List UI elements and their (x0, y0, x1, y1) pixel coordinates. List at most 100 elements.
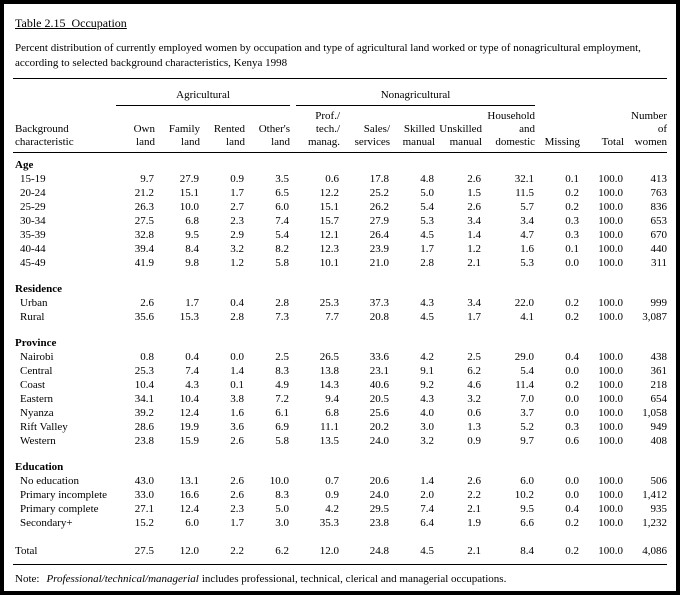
cell-value: 3.2 (420, 434, 435, 447)
cell-value: 9.5 (520, 502, 535, 515)
cell-value: 12.4 (179, 502, 199, 515)
row-label: 15-19 (20, 172, 46, 185)
note-text: includes professional, technical, cleric… (201, 572, 507, 585)
table-row: Central 25.3 7.4 1.4 8.3 13.8 23.1 9.1 6.2 5.4 0.0… (13, 364, 667, 378)
cell-value: 1.4 (420, 474, 435, 487)
cell-value: 13.1 (179, 474, 199, 487)
cell-value: 5.0 (275, 502, 290, 515)
cell-value: 100.0 (598, 256, 624, 269)
section-header-row: Province (13, 336, 667, 350)
cell-value: 0.0 (565, 256, 580, 269)
spacer-cell (13, 324, 667, 336)
cell-value: 13.5 (319, 434, 340, 447)
cell-value: 2.5 (275, 350, 290, 363)
cell-value: 23.8 (134, 434, 154, 447)
cell-value: 27.1 (134, 502, 154, 515)
table-row: 25-29 26.3 10.0 2.7 6.0 15.1 26.2 5.4 2.6 5.7 0.2 1… (13, 200, 667, 214)
cell-value: 100.0 (598, 544, 624, 557)
cell-value: 4.5 (420, 544, 435, 557)
cell-value: 28.6 (134, 420, 154, 433)
cell-value: 10.4 (134, 378, 154, 391)
cell-value: 15.2 (134, 516, 154, 529)
cell-value: 653 (650, 214, 668, 227)
cell-value: 27.9 (369, 214, 390, 227)
table-row: 20-24 21.2 15.1 1.7 6.5 12.2 25.2 5.0 1.5 11.5 0.2… (13, 186, 667, 200)
cell-value: 26.5 (319, 350, 340, 363)
cell-value: 0.1 (565, 172, 580, 185)
column-header: Total (583, 106, 628, 153)
column-header: Sales/ services (343, 106, 394, 153)
row-label: Central (20, 364, 53, 377)
column-header-row: Background characteristic Own land Family … (13, 106, 668, 153)
cell-value: 0.7 (325, 474, 340, 487)
row-label: Secondary+ (20, 516, 73, 529)
cell-value: 1.3 (467, 420, 482, 433)
cell-value: 506 (650, 474, 668, 487)
cell-value: 15.1 (179, 186, 199, 199)
cell-value: 2.1 (467, 256, 482, 269)
cell-value: 6.2 (467, 364, 482, 377)
cell-value: 2.3 (230, 502, 244, 515)
cell-value: 27.5 (134, 214, 154, 227)
bottom-rule (13, 563, 667, 565)
table-row: Coast 10.4 4.3 0.1 4.9 14.3 40.6 9.2 4.6 11.4 0.2 1… (13, 378, 667, 392)
cell-value: 0.1 (565, 242, 580, 255)
cell-value: 440 (650, 242, 668, 255)
cell-value: 6.0 (520, 474, 535, 487)
cell-value: 4.2 (420, 350, 435, 363)
cell-value: 15.1 (319, 200, 340, 213)
cell-value: 33.0 (134, 488, 154, 501)
cell-value: 12.2 (319, 186, 340, 199)
column-header: Family land (158, 106, 203, 153)
cell-value: 100.0 (598, 350, 624, 363)
cell-value: 4.0 (420, 406, 435, 419)
cell-value: 100.0 (598, 516, 624, 529)
cell-value: 27.9 (179, 172, 199, 185)
cell-value: 24.0 (369, 434, 390, 447)
cell-value: 0.4 (230, 296, 244, 309)
spacer-cell (13, 83, 113, 106)
cell-value: 7.7 (325, 310, 340, 323)
cell-value: 999 (650, 296, 668, 309)
row-label: Urban (20, 296, 48, 309)
cell-value: 2.5 (467, 350, 482, 363)
cell-value: 4.6 (467, 378, 482, 391)
cell-value: 0.0 (565, 488, 580, 501)
cell-value: 6.0 (185, 516, 199, 529)
cell-value: 11.1 (320, 420, 340, 433)
cell-value: 7.2 (275, 392, 290, 405)
cell-value: 20.8 (369, 310, 390, 323)
cell-value: 836 (650, 200, 668, 213)
table-row: 15-19 9.7 27.9 0.9 3.5 0.6 17.8 4.8 2.6 32.1 0.1 10… (13, 172, 667, 186)
section-header-row: Education (13, 460, 667, 474)
cell-value: 100.0 (598, 200, 624, 213)
cell-value: 5.8 (275, 434, 290, 447)
cell-value: 1.6 (230, 406, 244, 419)
cell-value: 2.0 (420, 488, 435, 501)
cell-value: 9.5 (185, 228, 199, 241)
cell-value: 361 (650, 364, 668, 377)
cell-value: 413 (650, 172, 668, 185)
cell-value: 1.4 (467, 228, 482, 241)
cell-value: 25.2 (369, 186, 390, 199)
cell-value: 0.9 (230, 172, 244, 185)
cell-value: 2.6 (230, 474, 244, 487)
table-row: 40-44 39.4 8.4 3.2 8.2 12.3 23.9 1.7 1.2 1.6 0.1 10… (13, 242, 667, 256)
cell-value: 10.4 (179, 392, 199, 405)
cell-value: 35.3 (319, 516, 340, 529)
cell-value: 0.4 (185, 350, 199, 363)
spacer-row (13, 324, 667, 336)
column-header: Prof./ tech./ manag. (293, 106, 344, 153)
cell-value: 23.1 (369, 364, 390, 377)
cell-value: 23.9 (369, 242, 390, 255)
cell-value: 22.0 (514, 296, 535, 309)
cell-value: 15.3 (179, 310, 199, 323)
cell-value: 654 (650, 392, 668, 405)
table-title: Table 2.15 Occupation (15, 16, 127, 30)
cell-value: 2.2 (230, 544, 244, 557)
cell-value: 4.8 (420, 172, 435, 185)
section-header: Residence (15, 282, 63, 295)
row-label: 45-49 (20, 256, 46, 269)
cell-value: 949 (650, 420, 668, 433)
